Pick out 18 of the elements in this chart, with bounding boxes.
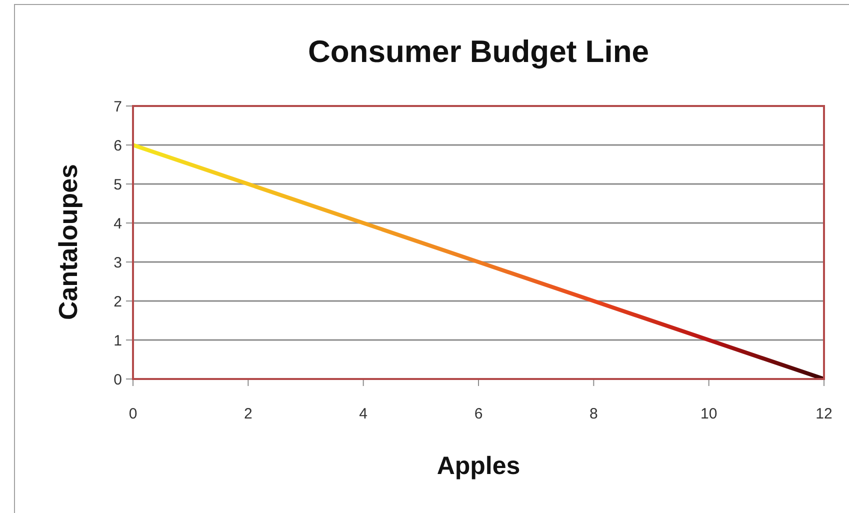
y-tick-label: 0: [114, 371, 122, 388]
x-tick-label: 12: [816, 406, 832, 423]
x-tick-label: 8: [589, 406, 598, 423]
x-tick-label: 10: [700, 406, 718, 423]
x-axis-title: Apples: [436, 452, 522, 481]
x-tick-label: 6: [474, 406, 483, 423]
y-tick-label: 7: [114, 98, 122, 116]
y-tick-label: 3: [114, 254, 122, 272]
x-tick-label: 4: [359, 406, 368, 423]
y-tick-label: 2: [114, 293, 122, 310]
x-tick-label: 2: [244, 406, 252, 423]
x-tick-label: 0: [128, 406, 138, 423]
y-axis-title: Cantaloupes: [52, 162, 84, 322]
y-tick-label: 5: [114, 176, 122, 194]
y-tick-label: 4: [114, 215, 122, 232]
chart-title: Consumer Budget Line: [306, 34, 650, 70]
y-tick-label: 1: [114, 332, 122, 350]
y-tick-label: 6: [114, 137, 122, 154]
